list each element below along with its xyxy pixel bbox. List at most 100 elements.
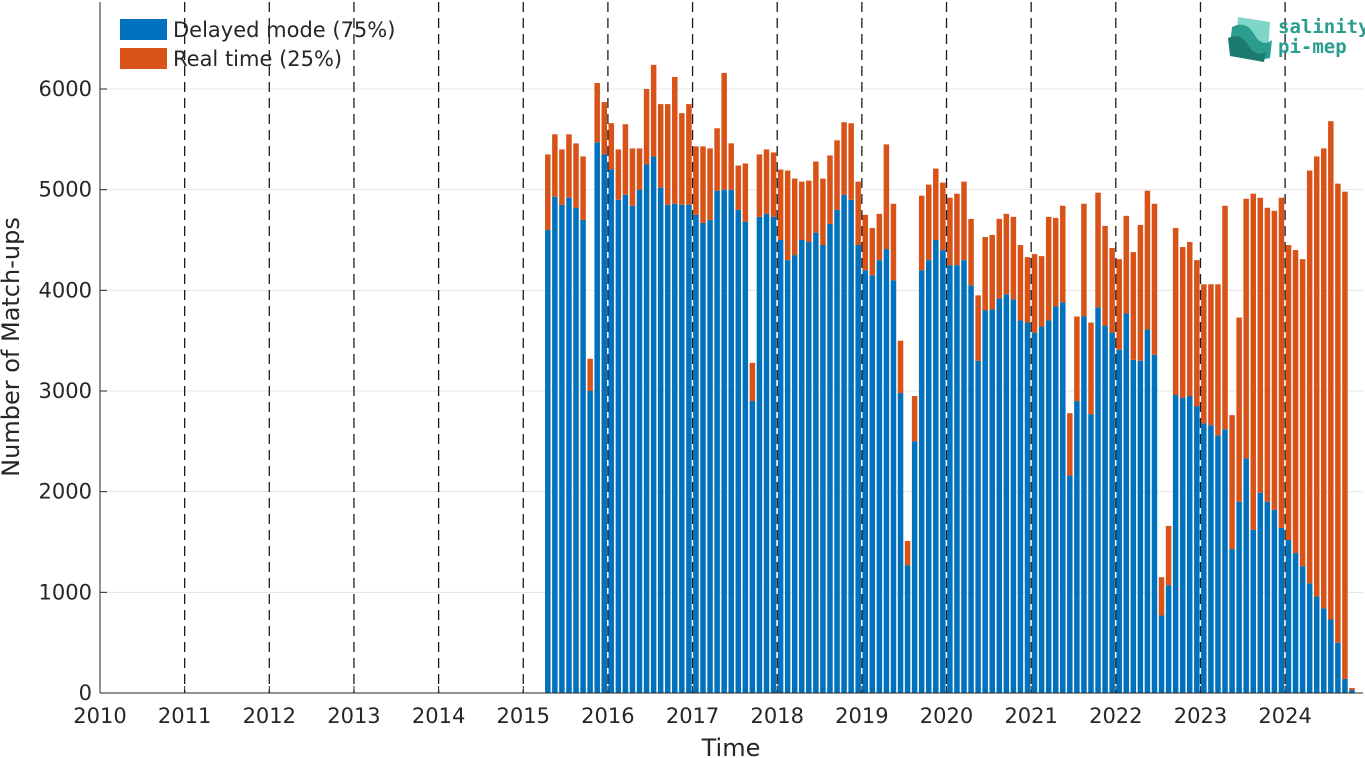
bar-delayed-80 [1109, 332, 1115, 693]
x-tick-label-2013: 2013 [327, 704, 380, 728]
bar-realtime-43 [848, 123, 854, 200]
y-tick-label-6000: 6000 [39, 77, 92, 101]
bar-realtime-58 [954, 193, 960, 266]
y-tick-label-4000: 4000 [39, 278, 92, 302]
bar-delayed-11 [622, 194, 629, 693]
axes [99, 2, 1363, 694]
bar-realtime-81 [1116, 259, 1122, 350]
bar-realtime-114 [1349, 687, 1355, 690]
bar-delayed-68 [1024, 322, 1031, 693]
legend: Delayed mode (75%) Real time (25%) [120, 18, 395, 71]
bar-realtime-36 [799, 181, 805, 240]
bar-delayed-109 [1313, 596, 1320, 693]
bar-realtime-112 [1335, 183, 1341, 643]
bar-delayed-81 [1116, 349, 1122, 693]
bar-delayed-19 [679, 204, 685, 693]
bar-delayed-29 [749, 401, 756, 693]
x-tick-label-2015: 2015 [497, 704, 550, 728]
x-tick-label-2014: 2014 [412, 704, 465, 728]
bar-delayed-45 [862, 270, 869, 693]
bar-realtime-9 [608, 123, 615, 170]
bar-delayed-41 [834, 209, 840, 694]
bar-realtime-102 [1264, 207, 1271, 502]
bar-delayed-37 [806, 242, 812, 693]
bar-realtime-26 [728, 143, 734, 190]
bar-realtime-91 [1186, 242, 1193, 397]
bar-delayed-5 [580, 219, 586, 693]
bar-delayed-72 [1052, 306, 1059, 693]
bar-realtime-15 [650, 64, 657, 157]
bar-realtime-105 [1285, 245, 1292, 540]
bar-realtime-107 [1299, 259, 1306, 567]
x-tick-label-2022: 2022 [1089, 704, 1142, 728]
bar-delayed-17 [664, 204, 671, 693]
bar-realtime-50 [897, 340, 904, 394]
bar-delayed-101 [1257, 492, 1264, 693]
logo-text-pi-mep: pi-mep [1278, 36, 1347, 58]
bar-realtime-76 [1081, 203, 1087, 317]
bar-delayed-59 [961, 260, 967, 693]
bar-realtime-41 [834, 140, 840, 210]
bar-realtime-13 [636, 148, 643, 190]
bar-delayed-34 [784, 260, 791, 693]
bar-realtime-72 [1052, 217, 1059, 307]
bar-delayed-23 [707, 219, 713, 693]
bar-realtime-44 [855, 181, 861, 246]
x-tick-label-2023: 2023 [1174, 704, 1227, 728]
bar-realtime-47 [876, 213, 883, 261]
bar-realtime-4 [573, 143, 579, 208]
bar-realtime-30 [756, 154, 763, 217]
logo-text-salinity: salinity [1278, 16, 1365, 38]
bar-delayed-32 [770, 216, 777, 693]
bar-delayed-58 [954, 265, 960, 693]
bar-realtime-78 [1095, 192, 1101, 308]
bar-realtime-65 [1003, 213, 1010, 295]
bar-delayed-16 [657, 187, 664, 694]
bar-realtime-28 [742, 163, 749, 222]
bar-delayed-63 [989, 309, 995, 693]
bar-realtime-45 [862, 214, 869, 271]
bar-realtime-20 [686, 104, 692, 205]
bar-delayed-56 [940, 250, 946, 694]
bar-delayed-108 [1306, 583, 1313, 693]
bar-delayed-105 [1285, 539, 1292, 693]
bar-delayed-70 [1038, 326, 1045, 693]
bar-realtime-63 [989, 234, 995, 310]
bar-delayed-84 [1137, 360, 1144, 693]
bar-realtime-80 [1109, 248, 1115, 333]
bar-realtime-71 [1045, 216, 1052, 321]
bar-delayed-35 [791, 255, 798, 693]
bar-realtime-60 [968, 218, 974, 286]
bar-realtime-55 [933, 168, 939, 240]
bar-delayed-99 [1243, 458, 1249, 693]
bar-delayed-12 [629, 205, 636, 694]
bar-realtime-113 [1342, 191, 1348, 679]
bar-delayed-18 [672, 203, 678, 693]
bar-realtime-7 [594, 82, 600, 143]
x-tick-label-2018: 2018 [750, 704, 803, 728]
bar-realtime-8 [601, 102, 607, 155]
salinity-pi-mep-logo: salinity pi-mep [1228, 16, 1365, 62]
bar-realtime-108 [1306, 170, 1313, 584]
bar-realtime-88 [1165, 525, 1172, 586]
bar-realtime-70 [1038, 256, 1045, 327]
bar-realtime-18 [672, 76, 678, 204]
bar-realtime-42 [841, 122, 847, 195]
bar-realtime-99 [1243, 198, 1249, 459]
bar-realtime-110 [1321, 148, 1327, 609]
year-divider-lines [184, 2, 1286, 693]
bar-delayed-25 [721, 189, 727, 693]
bar-delayed-24 [714, 190, 720, 693]
bar-delayed-92 [1194, 406, 1200, 693]
x-tick-label-2024: 2024 [1258, 704, 1311, 728]
x-tick-label-2021: 2021 [1004, 704, 1057, 728]
bar-realtime-97 [1229, 415, 1235, 550]
bar-delayed-65 [1003, 294, 1010, 693]
bar-delayed-14 [643, 164, 650, 693]
bar-realtime-17 [664, 104, 671, 205]
bar-delayed-76 [1081, 316, 1087, 693]
bar-realtime-35 [791, 178, 798, 256]
bar-delayed-107 [1299, 566, 1306, 693]
bar-realtime-69 [1031, 254, 1038, 333]
bar-delayed-10 [615, 199, 622, 693]
